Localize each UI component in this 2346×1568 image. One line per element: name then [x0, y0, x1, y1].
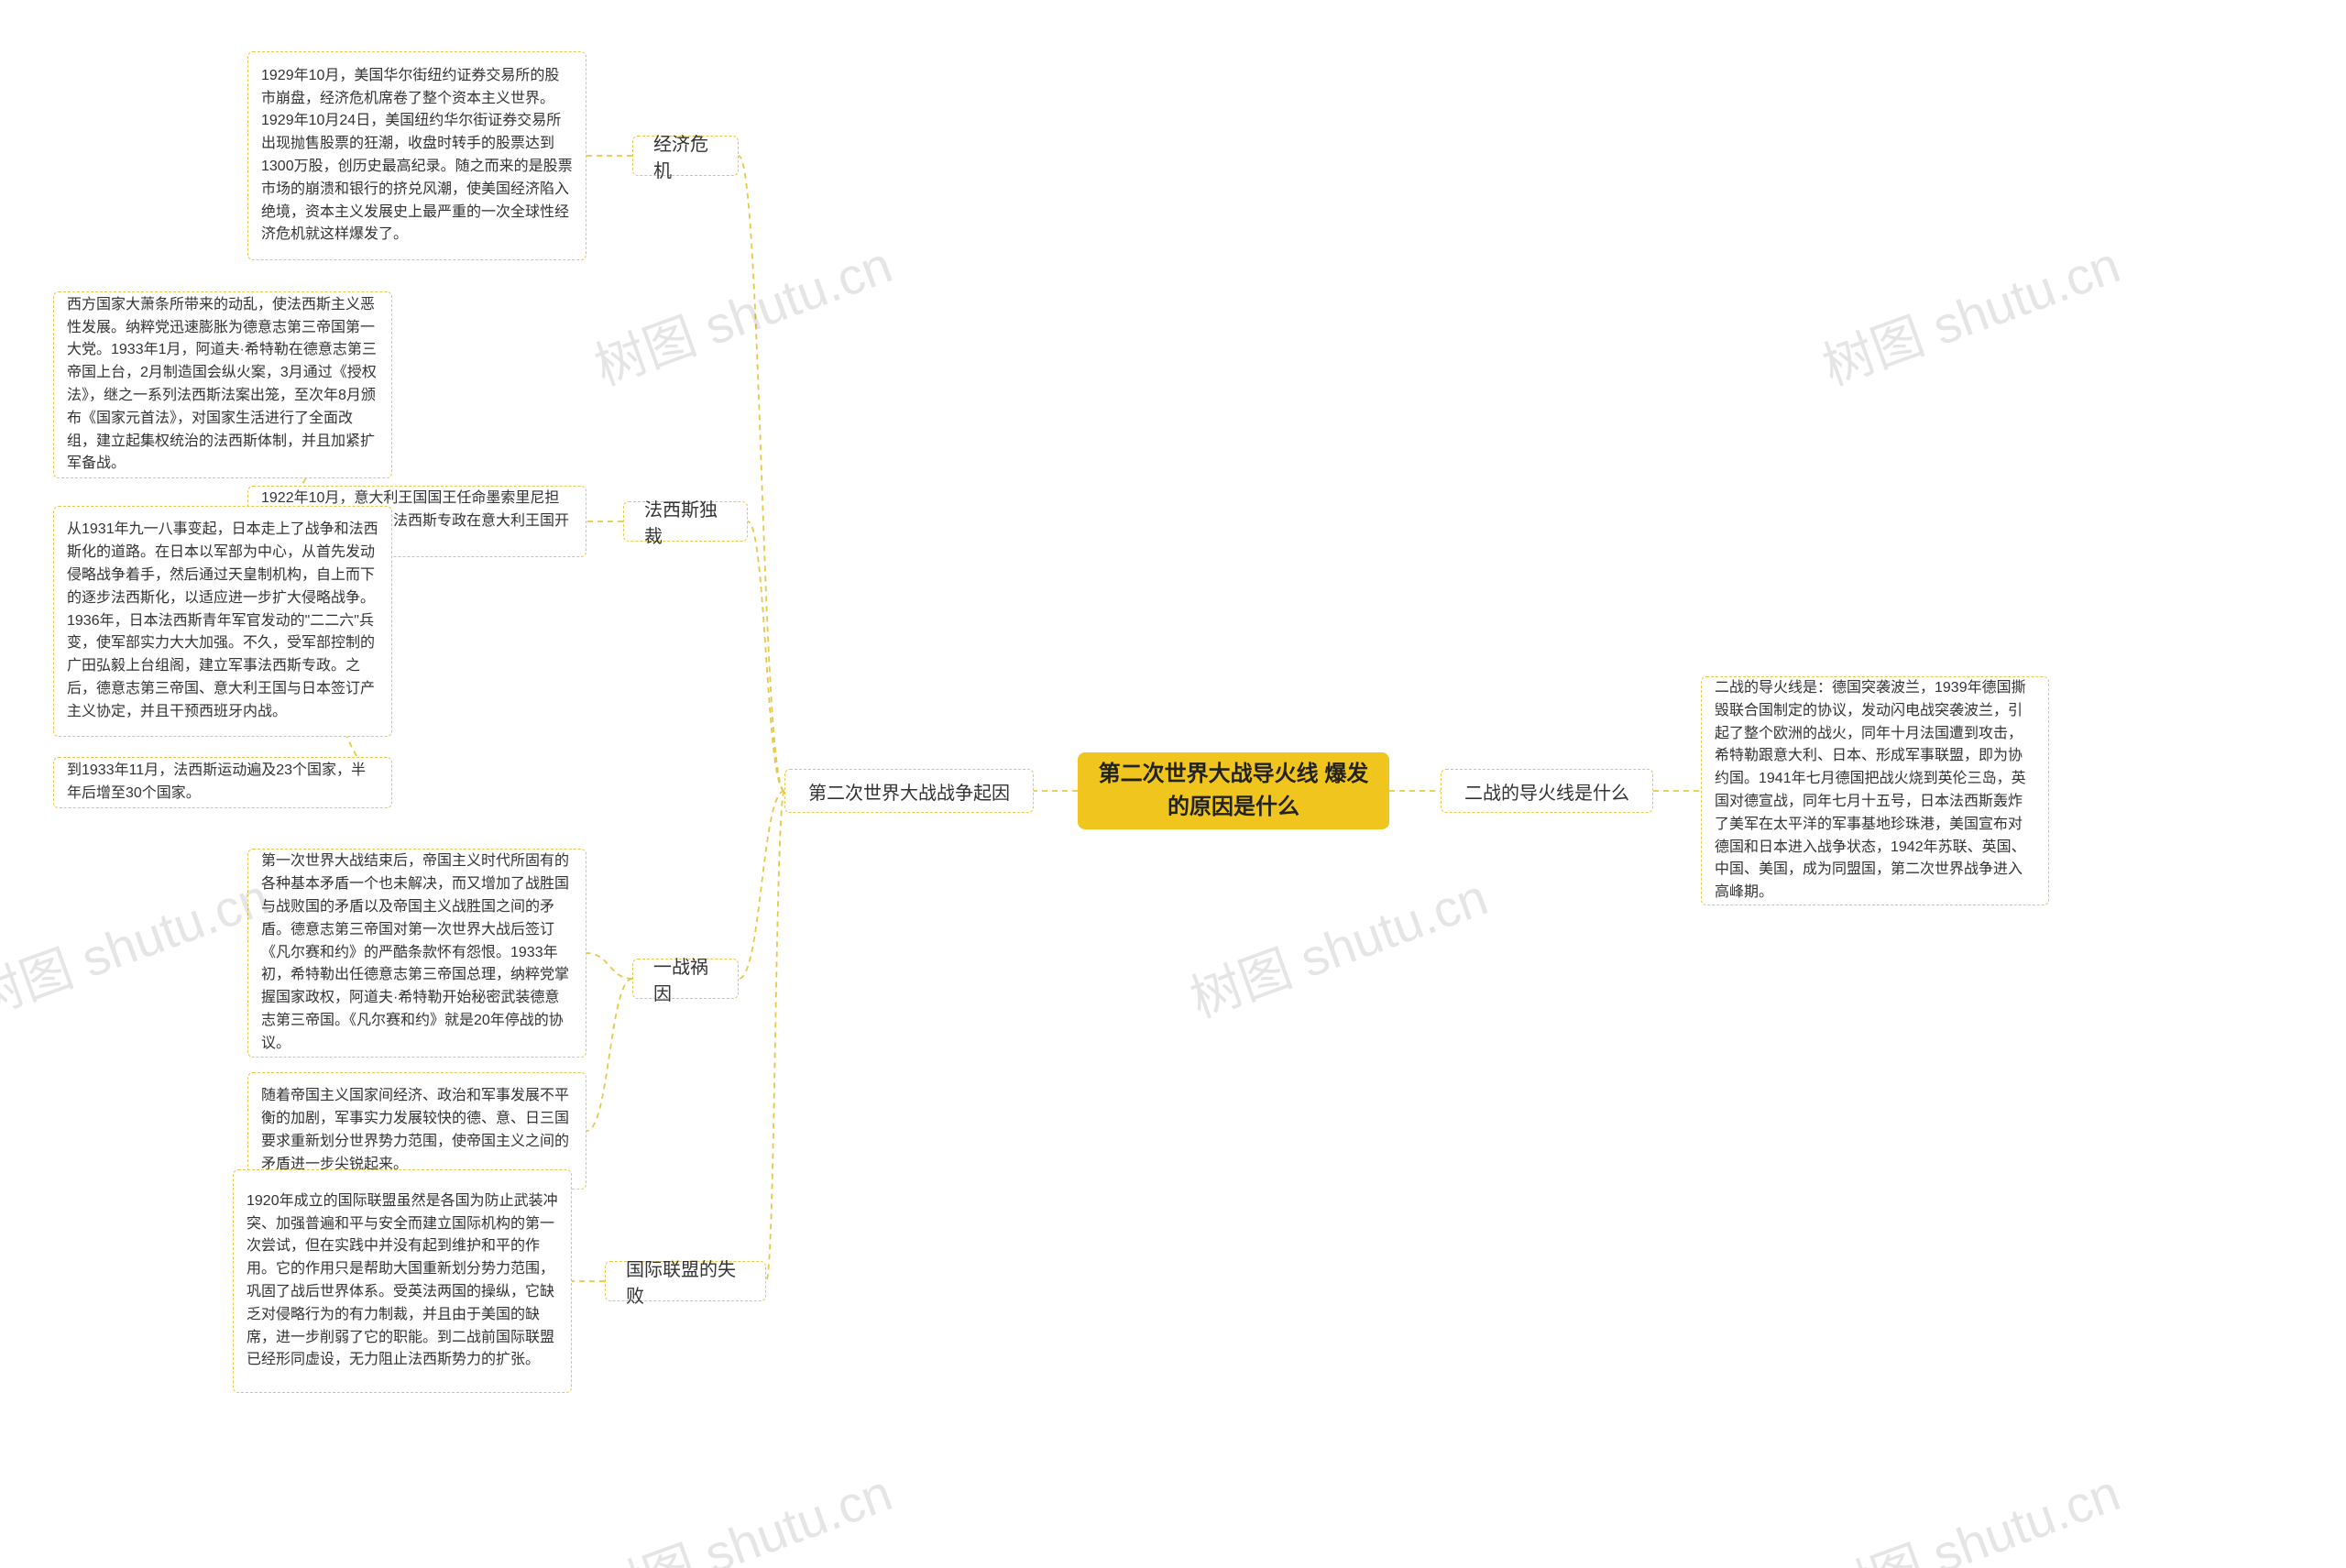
- branch-economic-crisis[interactable]: 经济危机: [632, 136, 739, 176]
- leaf-fuse-detail[interactable]: 二战的导火线是：德国突袭波兰，1939年德国撕毁联合国制定的协议，发动闪电战突袭…: [1701, 676, 2049, 905]
- leaf-economic-crisis-detail[interactable]: 1929年10月，美国华尔街纽约证券交易所的股市崩盘，经济危机席卷了整个资本主义…: [247, 51, 586, 260]
- leaf-fascism-germany[interactable]: 西方国家大萧条所带来的动乱，使法西斯主义恶性发展。纳粹党迅速膨胀为德意志第三帝国…: [53, 291, 392, 478]
- branch-label: 第二次世界大战战争起因: [808, 778, 1010, 805]
- watermark-text: 树图 shutu.cn: [0, 856, 278, 1032]
- branch-ww1-cause[interactable]: 一战祸因: [632, 959, 739, 999]
- watermark-text: 树图 shutu.cn: [1178, 856, 1496, 1032]
- leaf-text: 从1931年九一八事变起，日本走上了战争和法西斯化的道路。在日本以军部为中心，从…: [67, 519, 378, 723]
- mindmap-root[interactable]: 第二次世界大战导火线 爆发的原因是什么: [1078, 752, 1389, 829]
- branch-label: 一战祸因: [653, 952, 718, 1005]
- watermark-text: 树图 shutu.cn: [1811, 1452, 2129, 1568]
- branch-causes[interactable]: 第二次世界大战战争起因: [784, 769, 1034, 813]
- leaf-fascism-spread[interactable]: 到1933年11月，法西斯运动遍及23个国家，半年后增至30个国家。: [53, 757, 392, 808]
- branch-label: 法西斯独裁: [644, 495, 727, 548]
- leaf-text: 到1933年11月，法西斯运动遍及23个国家，半年后增至30个国家。: [67, 760, 378, 806]
- leaf-fascism-japan[interactable]: 从1931年九一八事变起，日本走上了战争和法西斯化的道路。在日本以军部为中心，从…: [53, 506, 392, 737]
- leaf-text: 第一次世界大战结束后，帝国主义时代所固有的各种基本矛盾一个也未解决，而又增加了战…: [261, 850, 573, 1055]
- leaf-ww1-versailles[interactable]: 第一次世界大战结束后，帝国主义时代所固有的各种基本矛盾一个也未解决，而又增加了战…: [247, 849, 586, 1058]
- watermark-text: 树图 shutu.cn: [1811, 224, 2129, 400]
- leaf-text: 1920年成立的国际联盟虽然是各国为防止武装冲突、加强普遍和平与安全而建立国际机…: [247, 1190, 558, 1372]
- branch-label: 经济危机: [653, 129, 718, 182]
- branch-league-failure[interactable]: 国际联盟的失败: [605, 1261, 766, 1301]
- leaf-league-detail[interactable]: 1920年成立的国际联盟虽然是各国为防止武装冲突、加强普遍和平与安全而建立国际机…: [233, 1169, 572, 1393]
- branch-label: 二战的导火线是什么: [1464, 778, 1629, 805]
- leaf-text: 西方国家大萧条所带来的动乱，使法西斯主义恶性发展。纳粹党迅速膨胀为德意志第三帝国…: [67, 294, 378, 476]
- watermark-text: 树图 shutu.cn: [583, 1452, 901, 1568]
- watermark-text: 树图 shutu.cn: [583, 224, 901, 400]
- root-text: 第二次世界大战导火线 爆发的原因是什么: [1094, 758, 1373, 824]
- leaf-text: 随着帝国主义国家间经济、政治和军事发展不平衡的加剧，军事实力发展较快的德、意、日…: [261, 1085, 573, 1176]
- branch-label: 国际联盟的失败: [626, 1255, 745, 1308]
- leaf-text: 二战的导火线是：德国突袭波兰，1939年德国撕毁联合国制定的协议，发动闪电战突袭…: [1715, 677, 2035, 905]
- leaf-text: 1929年10月，美国华尔街纽约证券交易所的股市崩盘，经济危机席卷了整个资本主义…: [261, 65, 573, 247]
- branch-fuse[interactable]: 二战的导火线是什么: [1441, 769, 1653, 813]
- branch-fascism[interactable]: 法西斯独裁: [623, 501, 748, 542]
